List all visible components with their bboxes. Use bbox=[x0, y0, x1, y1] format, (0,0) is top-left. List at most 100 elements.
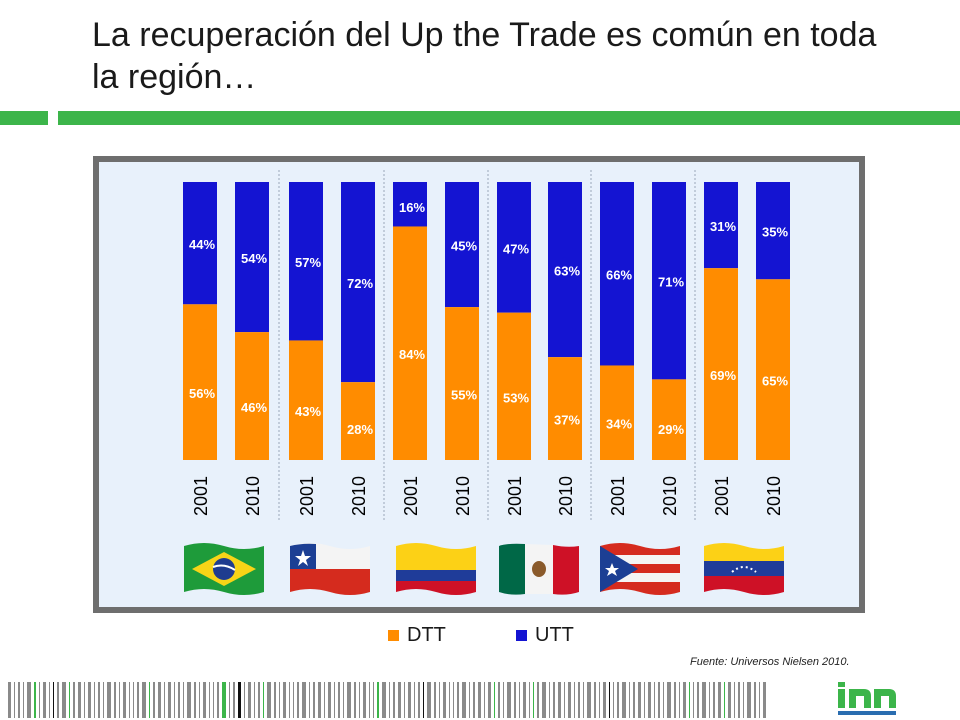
data-label-utt: 31% bbox=[710, 219, 736, 234]
barcode-stripe bbox=[53, 682, 54, 718]
data-label-utt: 35% bbox=[762, 225, 788, 240]
barcode-stripe bbox=[523, 682, 526, 718]
chart-legend: DTT UTT bbox=[0, 624, 960, 654]
x-tick-label: 2001 bbox=[505, 476, 525, 516]
barcode-stripe bbox=[728, 682, 731, 718]
bar-utt bbox=[445, 182, 479, 308]
barcode-stripe bbox=[103, 682, 104, 718]
barcode-stripe bbox=[14, 682, 15, 718]
legend-item-dtt: DTT bbox=[388, 624, 446, 647]
barcode-stripe bbox=[293, 682, 294, 718]
puerto-rico-flag-icon bbox=[600, 543, 680, 595]
barcode-stripe bbox=[549, 682, 550, 718]
data-label-utt: 71% bbox=[658, 275, 684, 290]
barcode-stripe bbox=[683, 682, 686, 718]
barcode-stripe bbox=[564, 682, 565, 718]
legend-label-dtt: DTT bbox=[407, 624, 446, 646]
barcode-stripe bbox=[153, 682, 155, 718]
x-tick-label: 2001 bbox=[608, 476, 628, 516]
barcode-stripe bbox=[654, 682, 655, 718]
barcode-stripe bbox=[98, 682, 100, 718]
data-label-utt: 57% bbox=[295, 255, 321, 270]
barcode-stripe bbox=[667, 682, 671, 718]
barcode-stripe bbox=[229, 682, 230, 718]
barcode-stripe bbox=[94, 682, 95, 718]
bar-utt bbox=[548, 182, 582, 358]
inn-logo bbox=[838, 682, 896, 715]
bar-utt bbox=[289, 182, 323, 341]
x-tick-label: 2001 bbox=[401, 476, 421, 516]
barcode-stripe bbox=[484, 682, 485, 718]
barcode-stripe bbox=[763, 682, 766, 718]
barcode-stripe bbox=[174, 682, 175, 718]
data-label-utt: 72% bbox=[347, 276, 373, 291]
x-tick-label: 2001 bbox=[191, 476, 211, 516]
barcode-stripe bbox=[119, 682, 120, 718]
barcode-stripe bbox=[679, 682, 680, 718]
barcode-stripe bbox=[644, 682, 645, 718]
barcode-stripe bbox=[309, 682, 310, 718]
barcode-stripe bbox=[418, 682, 420, 718]
barcode-stripe bbox=[313, 682, 315, 718]
barcode-stripe bbox=[187, 682, 191, 718]
barcode-stripe bbox=[587, 682, 591, 718]
barcode-stripe bbox=[633, 682, 635, 718]
bar-dtt bbox=[445, 307, 479, 460]
bar-utt bbox=[756, 182, 790, 280]
x-tick-label: 2010 bbox=[349, 476, 369, 516]
bar-utt bbox=[235, 182, 269, 333]
bar-utt bbox=[704, 182, 738, 269]
barcode-stripe bbox=[553, 682, 555, 718]
barcode-stripe bbox=[164, 682, 165, 718]
data-label-dtt: 84% bbox=[399, 347, 425, 362]
barcode-stripe bbox=[404, 682, 405, 718]
barcode-stripe bbox=[462, 682, 466, 718]
barcode-stripe bbox=[519, 682, 520, 718]
legend-label-utt: UTT bbox=[535, 624, 574, 646]
barcode-stripe bbox=[18, 682, 20, 718]
barcode-stripe bbox=[423, 682, 424, 718]
x-tick-label: 2001 bbox=[297, 476, 317, 516]
barcode-stripe bbox=[254, 682, 255, 718]
barcode-stripe bbox=[57, 682, 59, 718]
bar-utt bbox=[600, 182, 634, 366]
barcode-stripe bbox=[49, 682, 50, 718]
barcode-stripe bbox=[69, 682, 70, 718]
barcode-stripe bbox=[199, 682, 200, 718]
barcode-stripe bbox=[689, 682, 690, 718]
barcode-stripe bbox=[697, 682, 699, 718]
barcode-stripe bbox=[558, 682, 561, 718]
barcode-stripe bbox=[233, 682, 235, 718]
barcode-stripe bbox=[469, 682, 470, 718]
brazil-flag-icon bbox=[184, 543, 264, 595]
barcode-stripe bbox=[283, 682, 286, 718]
barcode-stripe bbox=[494, 682, 495, 718]
data-label-dtt: 43% bbox=[295, 404, 321, 419]
barcode-stripe bbox=[658, 682, 660, 718]
barcode-stripe bbox=[194, 682, 196, 718]
barcode-stripe bbox=[217, 682, 219, 718]
barcode-stripe bbox=[334, 682, 335, 718]
barcode-stripe bbox=[457, 682, 459, 718]
decorative-barcode bbox=[8, 682, 766, 718]
barcode-stripe bbox=[297, 682, 299, 718]
bar-dtt bbox=[548, 357, 582, 460]
barcode-stripe bbox=[137, 682, 139, 718]
bar-utt bbox=[652, 182, 686, 380]
data-label-dtt: 65% bbox=[762, 374, 788, 389]
barcode-stripe bbox=[73, 682, 75, 718]
bar-dtt bbox=[393, 226, 427, 460]
barcode-stripe bbox=[414, 682, 415, 718]
barcode-stripe bbox=[238, 682, 241, 718]
bar-dtt bbox=[341, 382, 375, 460]
barcode-stripe bbox=[123, 682, 126, 718]
barcode-stripe bbox=[209, 682, 210, 718]
barcode-stripe bbox=[743, 682, 744, 718]
barcode-stripe bbox=[183, 682, 184, 718]
barcode-stripe bbox=[507, 682, 511, 718]
data-label-utt: 47% bbox=[503, 241, 529, 256]
barcode-stripe bbox=[133, 682, 134, 718]
barcode-stripe bbox=[338, 682, 340, 718]
barcode-stripe bbox=[389, 682, 390, 718]
barcode-stripe bbox=[478, 682, 481, 718]
